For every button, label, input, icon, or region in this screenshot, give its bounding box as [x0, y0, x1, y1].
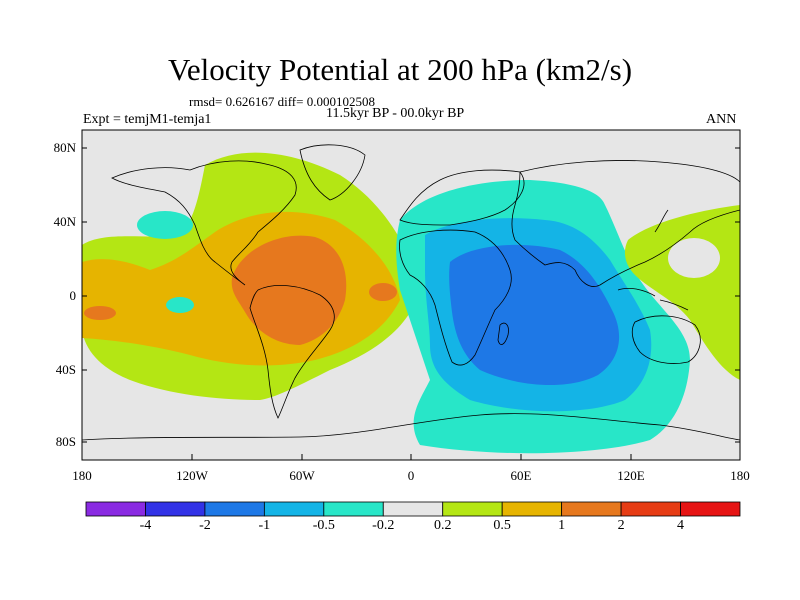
colorbar-label: -4 — [139, 518, 152, 533]
lat-label-80n: 80N — [53, 140, 76, 155]
negative-weak-epacific — [166, 297, 194, 313]
lat-label-80s: 80S — [55, 434, 76, 449]
period-subtitle: 11.5kyr BP - 00.0kyr BP — [326, 106, 465, 121]
colorbar-label: 0.2 — [433, 518, 452, 533]
colorbar-swatch — [501, 501, 563, 517]
colorbar-label: 2 — [617, 518, 625, 533]
colorbar-swatch — [85, 501, 146, 517]
indonesia-coast — [617, 288, 689, 311]
season-label: ANN — [706, 112, 737, 127]
lon-label-180e: 180 — [730, 468, 750, 483]
colorbar-swatch — [561, 501, 622, 517]
negative-weak-npacific — [137, 211, 193, 239]
africa-coast — [399, 229, 512, 366]
lon-label-0: 0 — [407, 468, 415, 483]
positive-strong-pacific — [84, 306, 116, 320]
experiment-label: Expt = temjM1-temja1 — [83, 112, 212, 127]
colorbar-swatch — [680, 501, 741, 517]
colorbar-swatch — [382, 501, 444, 517]
stats-subtitle: rmsd= 0.626167 diff= 0.000102508 — [189, 94, 375, 109]
south-america-coast — [249, 285, 335, 419]
colorbar-swatch — [204, 501, 265, 517]
colorbar-swatch — [145, 501, 206, 517]
colorbar-label: -1 — [258, 518, 271, 533]
lat-label-40n: 40N — [53, 214, 76, 229]
positive-strong-atlantic — [369, 283, 397, 301]
madagascar-coast — [497, 322, 509, 345]
asia-coast — [511, 160, 740, 287]
colorbar-swatch — [620, 501, 681, 517]
colorbar-label: -0.2 — [372, 518, 395, 533]
colorbar-label: -0.5 — [312, 518, 335, 533]
negative-strong-region — [449, 244, 620, 386]
positive-strong-region — [231, 235, 347, 345]
greenland-coast — [299, 144, 366, 201]
japan-coast — [654, 209, 669, 233]
australia-coast — [631, 315, 701, 364]
north-america-coast — [111, 160, 297, 286]
colorbar-swatch — [263, 501, 325, 517]
lon-label-60w: 60W — [289, 468, 315, 483]
colorbar-label: 4 — [677, 518, 685, 533]
lon-label-60e: 60E — [510, 468, 532, 483]
antarctica-coast — [82, 413, 740, 441]
lat-label-0: 0 — [69, 288, 77, 303]
lon-label-120w: 120W — [176, 468, 208, 483]
colorbar-label: 0.5 — [493, 518, 511, 533]
plot-title: Velocity Potential at 200 hPa (km2/s) — [167, 52, 633, 87]
axis-ticks — [81, 147, 741, 460]
lon-label-180w: 180 — [72, 468, 92, 483]
coastlines — [82, 144, 740, 441]
velocity-potential-field — [82, 130, 740, 460]
colorbar-label: 1 — [558, 518, 566, 533]
colorbar-label: -2 — [199, 518, 211, 533]
colorbar-swatch — [442, 501, 503, 517]
neutral-hole-pacific — [668, 238, 720, 278]
europe-coast — [399, 169, 525, 226]
colorbar-swatch — [323, 501, 384, 517]
lon-label-120e: 120E — [617, 468, 645, 483]
lat-label-40s: 40S — [55, 362, 76, 377]
colorbar — [85, 501, 741, 517]
